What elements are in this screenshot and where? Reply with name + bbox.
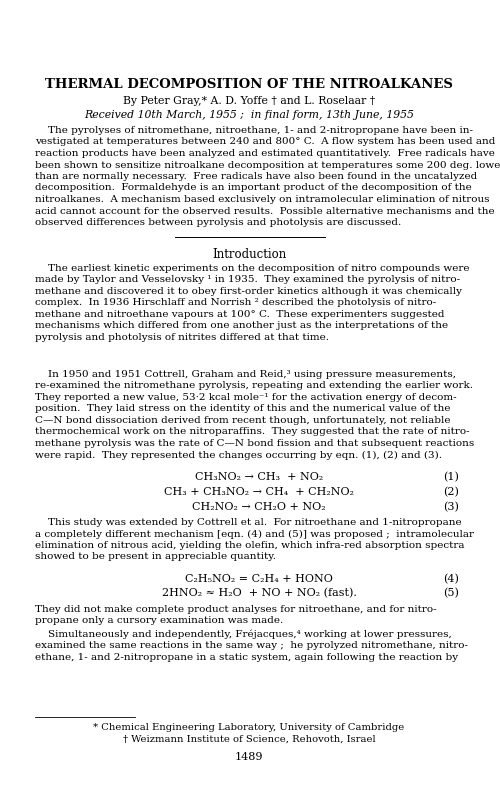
Text: methane pyrolysis was the rate of C—N bond fission and that subsequent reactions: methane pyrolysis was the rate of C—N bo… bbox=[35, 438, 474, 447]
Text: made by Taylor and Vesselovsky ¹ in 1935.  They examined the pyrolysis of nitro-: made by Taylor and Vesselovsky ¹ in 1935… bbox=[35, 275, 460, 284]
Text: been shown to sensitize nitroalkane decomposition at temperatures some 200 deg. : been shown to sensitize nitroalkane deco… bbox=[35, 161, 500, 169]
Text: The pyrolyses of nitromethane, nitroethane, 1- and 2-nitropropane have been in-: The pyrolyses of nitromethane, nitroetha… bbox=[35, 126, 473, 135]
Text: methane and nitroethane vapours at 100° C.  These experimenters suggested: methane and nitroethane vapours at 100° … bbox=[35, 310, 444, 319]
Text: pyrolysis and photolysis of nitrites differed at that time.: pyrolysis and photolysis of nitrites dif… bbox=[35, 332, 329, 341]
Text: observed differences between pyrolysis and photolysis are discussed.: observed differences between pyrolysis a… bbox=[35, 218, 401, 226]
Text: CH₃NO₂ → CH₃  + NO₂: CH₃NO₂ → CH₃ + NO₂ bbox=[195, 471, 323, 482]
Text: The earliest kinetic experiments on the decomposition of nitro compounds were: The earliest kinetic experiments on the … bbox=[35, 263, 470, 273]
Text: position.  They laid stress on the identity of this and the numerical value of t: position. They laid stress on the identi… bbox=[35, 404, 450, 413]
Text: acid cannot account for the observed results.  Possible alternative mechanisms a: acid cannot account for the observed res… bbox=[35, 206, 494, 215]
Text: were rapid.  They represented the changes occurring by eqn. (1), (2) and (3).: were rapid. They represented the changes… bbox=[35, 450, 442, 459]
Text: (1): (1) bbox=[443, 471, 459, 482]
Text: They did not make complete product analyses for nitroethane, and for nitro-: They did not make complete product analy… bbox=[35, 604, 436, 613]
Text: (5): (5) bbox=[443, 587, 459, 597]
Text: † Weizmann Institute of Science, Rehovoth, Israel: † Weizmann Institute of Science, Rehovot… bbox=[122, 734, 376, 743]
Text: than are normally necessary.  Free radicals have also been found in the uncataly: than are normally necessary. Free radica… bbox=[35, 172, 477, 181]
Text: thermochemical work on the nitroparaffins.  They suggested that the rate of nitr: thermochemical work on the nitroparaffin… bbox=[35, 427, 470, 436]
Text: complex.  In 1936 Hirschlaff and Norrish ² described the photolysis of nitro-: complex. In 1936 Hirschlaff and Norrish … bbox=[35, 298, 436, 307]
Text: C₂H₅NO₂ = C₂H₄ + HONO: C₂H₅NO₂ = C₂H₄ + HONO bbox=[185, 573, 333, 583]
Text: In 1950 and 1951 Cottrell, Graham and Reid,³ using pressure measurements,: In 1950 and 1951 Cottrell, Graham and Re… bbox=[35, 369, 456, 378]
Text: reaction products have been analyzed and estimated quantitatively.  Free radical: reaction products have been analyzed and… bbox=[35, 149, 495, 158]
Text: (4): (4) bbox=[443, 573, 459, 584]
Text: Simultaneously and independently, Fréjacques,⁴ working at lower pressures,: Simultaneously and independently, Fréjac… bbox=[35, 630, 452, 638]
Text: Introduction: Introduction bbox=[212, 247, 286, 261]
Text: C—N bond dissociation derived from recent though, unfortunately, not reliable: C—N bond dissociation derived from recen… bbox=[35, 415, 450, 425]
Text: nitroalkanes.  A mechanism based exclusively on intramolecular elimination of ni: nitroalkanes. A mechanism based exclusiv… bbox=[35, 195, 490, 204]
Text: They reported a new value, 53·2 kcal mole⁻¹ for the activation energy of decom-: They reported a new value, 53·2 kcal mol… bbox=[35, 393, 456, 402]
Text: re-examined the nitromethane pyrolysis, repeating and extending the earlier work: re-examined the nitromethane pyrolysis, … bbox=[35, 381, 473, 390]
Text: THERMAL DECOMPOSITION OF THE NITROALKANES: THERMAL DECOMPOSITION OF THE NITROALKANE… bbox=[45, 78, 453, 91]
Text: (2): (2) bbox=[443, 487, 459, 497]
Text: Received 10th March, 1955 ;  in final form, 13th June, 1955: Received 10th March, 1955 ; in final for… bbox=[84, 110, 414, 120]
Text: CH₂NO₂ → CH₂O + NO₂: CH₂NO₂ → CH₂O + NO₂ bbox=[192, 501, 326, 512]
Text: This study was extended by Cottrell et al.  For nitroethane and 1-nitropropane: This study was extended by Cottrell et a… bbox=[35, 517, 462, 526]
Text: examined the same reactions in the same way ;  he pyrolyzed nitromethane, nitro-: examined the same reactions in the same … bbox=[35, 641, 468, 650]
Text: showed to be present in appreciable quantity.: showed to be present in appreciable quan… bbox=[35, 552, 276, 560]
Text: * Chemical Engineering Laboratory, University of Cambridge: * Chemical Engineering Laboratory, Unive… bbox=[94, 722, 405, 731]
Text: 1489: 1489 bbox=[235, 751, 263, 761]
Text: decomposition.  Formaldehyde is an important product of the decomposition of the: decomposition. Formaldehyde is an import… bbox=[35, 183, 472, 192]
Text: elimination of nitrous acid, yielding the olefin, which infra-red absorption spe: elimination of nitrous acid, yielding th… bbox=[35, 540, 464, 549]
Text: ethane, 1- and 2-nitropropane in a static system, again following the reaction b: ethane, 1- and 2-nitropropane in a stati… bbox=[35, 652, 458, 661]
Text: a completely different mechanism [eqn. (4) and (5)] was proposed ;  intramolecul: a completely different mechanism [eqn. (… bbox=[35, 529, 474, 538]
Text: methane and discovered it to obey first-order kinetics although it was chemicall: methane and discovered it to obey first-… bbox=[35, 287, 462, 296]
Text: mechanisms which differed from one another just as the interpretations of the: mechanisms which differed from one anoth… bbox=[35, 321, 448, 330]
Text: CH₃ + CH₃NO₂ → CH₄  + CH₂NO₂: CH₃ + CH₃NO₂ → CH₄ + CH₂NO₂ bbox=[164, 487, 354, 496]
Text: By Peter Gray,* A. D. Yoffe † and L. Roselaar †: By Peter Gray,* A. D. Yoffe † and L. Ros… bbox=[123, 96, 375, 106]
Text: propane only a cursory examination was made.: propane only a cursory examination was m… bbox=[35, 616, 283, 625]
Text: (3): (3) bbox=[443, 501, 459, 512]
Text: vestigated at temperatures between 240 and 800° C.  A flow system has been used : vestigated at temperatures between 240 a… bbox=[35, 137, 496, 146]
Text: 2HNO₂ ≈ H₂O  + NO + NO₂ (fast).: 2HNO₂ ≈ H₂O + NO + NO₂ (fast). bbox=[162, 587, 356, 597]
